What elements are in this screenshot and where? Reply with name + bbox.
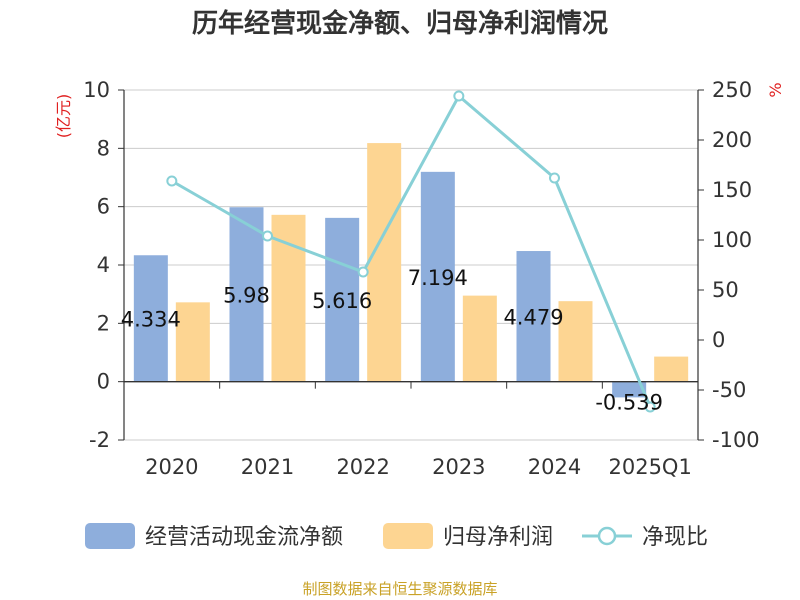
left-tick-label: 4 bbox=[97, 253, 110, 277]
bar-cash-2020 bbox=[133, 255, 168, 382]
ratio-line bbox=[166, 90, 656, 413]
legend-swatch-cash bbox=[85, 523, 135, 549]
right-tick-label: 50 bbox=[712, 278, 739, 302]
bar-profit-2023 bbox=[462, 295, 497, 382]
data-label-cash: 4.479 bbox=[503, 305, 563, 329]
bar-profit-2025Q1 bbox=[654, 356, 689, 382]
legend-label-cash: 经营活动现金流净额 bbox=[145, 525, 343, 550]
ratio-point-2022 bbox=[357, 266, 369, 278]
left-tick-label: 6 bbox=[97, 195, 110, 219]
legend: 经营活动现金流净额 归母净利润 净现比 bbox=[85, 523, 708, 550]
x-tick-label: 2022 bbox=[336, 455, 389, 479]
right-axis-unit: % bbox=[766, 82, 785, 97]
ratio-point-2021 bbox=[262, 230, 273, 242]
bars-profit bbox=[175, 143, 689, 382]
ratio-polyline bbox=[171, 94, 652, 408]
right-tick-label: 100 bbox=[712, 228, 752, 252]
bar-cash-2022 bbox=[325, 217, 360, 382]
right-tick-label: 150 bbox=[712, 178, 752, 202]
x-tick-label: 2024 bbox=[528, 455, 581, 479]
right-tick-label: 250 bbox=[712, 78, 752, 102]
left-tick-label: 2 bbox=[97, 311, 110, 335]
x-tick-label: 2025Q1 bbox=[608, 455, 691, 479]
right-tick-label: 200 bbox=[712, 128, 752, 152]
source-note: 制图数据来自恒生聚源数据库 bbox=[302, 580, 497, 598]
left-tick-label: 8 bbox=[97, 136, 110, 160]
data-labels: 4.334 5.98 5.616 7.194 4.479 -0.539 bbox=[121, 266, 663, 415]
legend-swatch-profit bbox=[383, 523, 433, 549]
bar-profit-2022 bbox=[367, 143, 402, 382]
bar-cash-2021 bbox=[229, 207, 264, 382]
bar-cash-2023 bbox=[420, 171, 455, 382]
bar-cash-2025Q1 bbox=[612, 381, 647, 398]
data-label-cash: 5.616 bbox=[312, 289, 372, 313]
bar-profit-2020 bbox=[175, 302, 210, 382]
legend-label-profit: 归母净利润 bbox=[443, 525, 553, 550]
x-tick-label: 2023 bbox=[432, 455, 485, 479]
ratio-point-2023 bbox=[453, 90, 465, 102]
right-tick-label: -50 bbox=[712, 378, 746, 402]
axes: -2 0 2 4 6 8 10 -100 -50 0 50 100 150 200 250 2020 2021 2… bbox=[83, 78, 759, 479]
left-axis-unit: (亿元) bbox=[54, 94, 73, 139]
data-label-cash: 5.98 bbox=[223, 283, 270, 307]
ratio-point-2025Q1 bbox=[644, 401, 656, 413]
left-tick-label: 10 bbox=[83, 78, 110, 102]
left-tick-label: 0 bbox=[97, 370, 110, 394]
data-label-cash: 4.334 bbox=[121, 307, 181, 331]
right-tick-label: 0 bbox=[712, 328, 725, 352]
bar-profit-2024 bbox=[558, 301, 593, 382]
ratio-point-2024 bbox=[549, 172, 560, 184]
right-tick-label: -100 bbox=[712, 428, 760, 452]
legend-label-ratio: 净现比 bbox=[642, 525, 708, 550]
bars-cash bbox=[133, 171, 647, 398]
x-tick-label: 2020 bbox=[145, 455, 198, 479]
bar-cash-2024 bbox=[516, 251, 551, 382]
chart-title: 历年经营现金净额、归母净利润情况 bbox=[192, 8, 608, 39]
ratio-point-2020 bbox=[166, 175, 178, 187]
legend-swatch-ratio-marker bbox=[597, 526, 617, 546]
x-tick-label: 2021 bbox=[241, 455, 294, 479]
data-label-cash: -0.539 bbox=[595, 390, 663, 414]
data-label-cash: 7.194 bbox=[408, 266, 468, 290]
left-tick-label: -2 bbox=[89, 428, 110, 452]
